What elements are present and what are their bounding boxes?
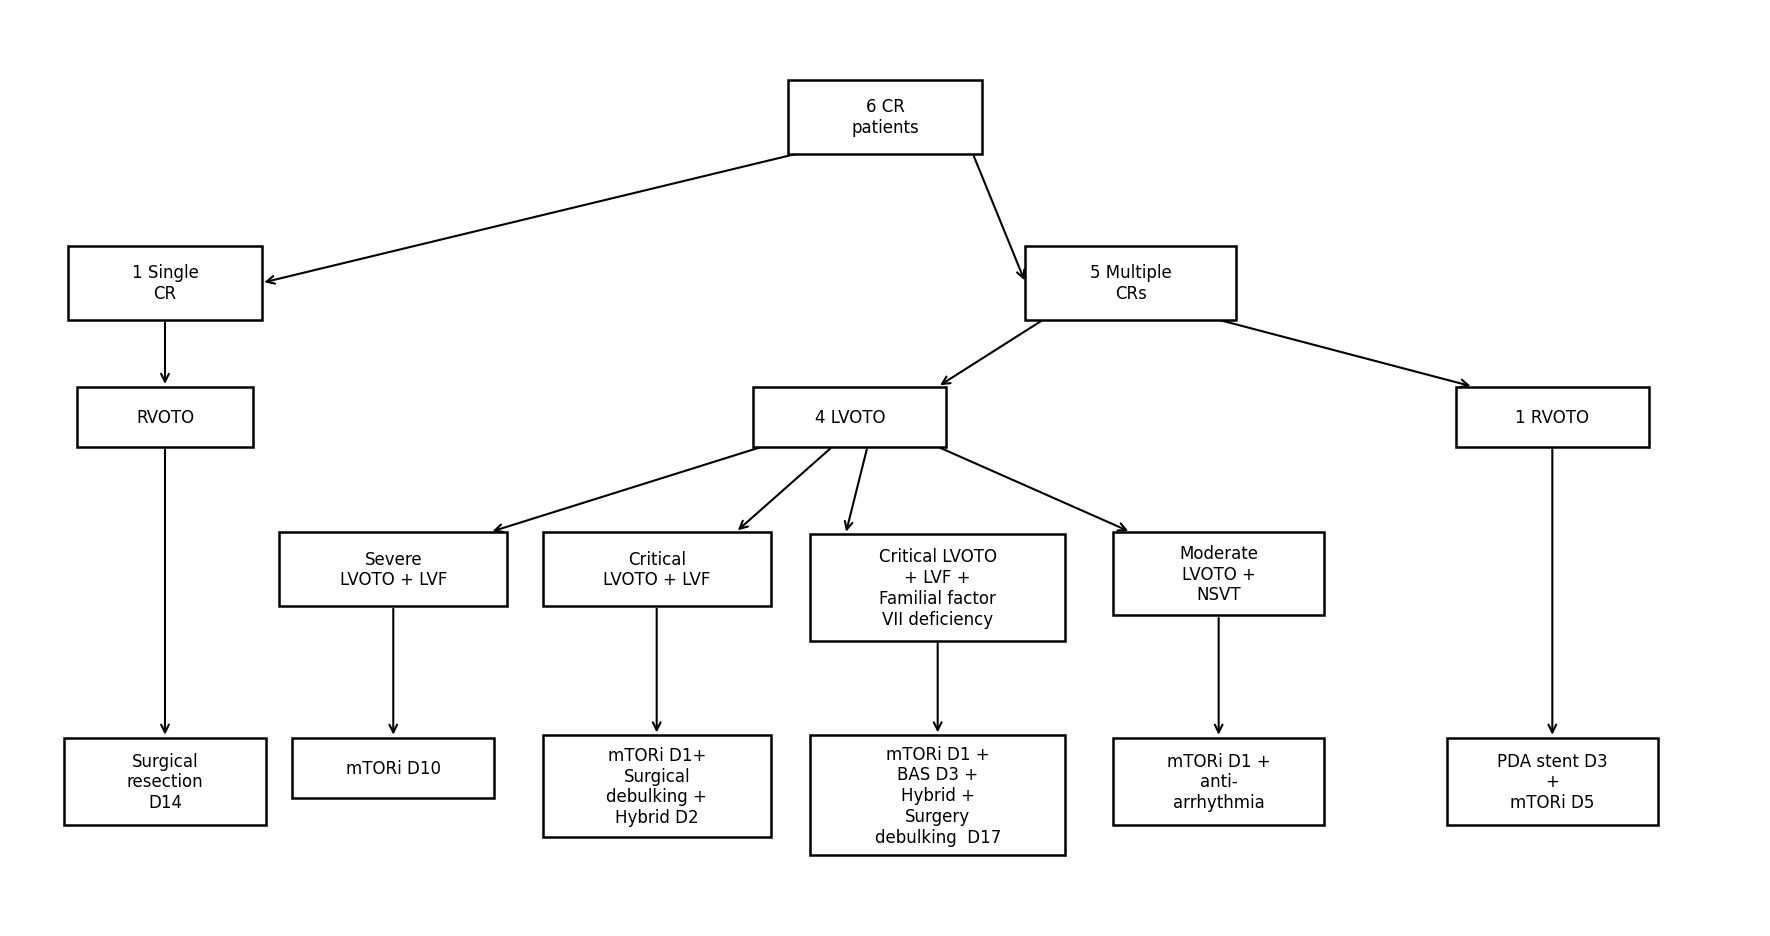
FancyBboxPatch shape <box>788 80 982 154</box>
FancyBboxPatch shape <box>1113 533 1324 616</box>
FancyBboxPatch shape <box>811 736 1066 856</box>
Text: 5 Multiple
CRs: 5 Multiple CRs <box>1090 264 1172 303</box>
Text: RVOTO: RVOTO <box>136 408 195 426</box>
FancyBboxPatch shape <box>1113 738 1324 826</box>
Text: Severe
LVOTO + LVF: Severe LVOTO + LVF <box>340 550 448 589</box>
Text: 1 RVOTO: 1 RVOTO <box>1515 408 1589 426</box>
Text: 1 Single
CR: 1 Single CR <box>131 264 198 303</box>
Text: mTORi D1 +
anti-
arrhythmia: mTORi D1 + anti- arrhythmia <box>1166 752 1271 812</box>
Text: PDA stent D3
+
mTORi D5: PDA stent D3 + mTORi D5 <box>1497 752 1607 812</box>
Text: Critical LVOTO
+ LVF +
Familial factor
VII deficiency: Critical LVOTO + LVF + Familial factor V… <box>878 548 997 628</box>
Text: Moderate
LVOTO +
NSVT: Moderate LVOTO + NSVT <box>1179 544 1258 604</box>
FancyBboxPatch shape <box>543 533 772 607</box>
Text: mTORi D10: mTORi D10 <box>345 759 441 777</box>
Text: 6 CR
patients: 6 CR patients <box>851 98 919 137</box>
FancyBboxPatch shape <box>754 388 947 447</box>
FancyBboxPatch shape <box>1455 388 1650 447</box>
FancyBboxPatch shape <box>811 534 1066 641</box>
FancyBboxPatch shape <box>1025 247 1235 320</box>
FancyBboxPatch shape <box>69 247 262 320</box>
FancyBboxPatch shape <box>280 533 508 607</box>
Text: mTORi D1+
Surgical
debulking +
Hybrid D2: mTORi D1+ Surgical debulking + Hybrid D2 <box>607 746 708 826</box>
FancyBboxPatch shape <box>292 738 494 797</box>
FancyBboxPatch shape <box>64 738 265 826</box>
Text: 4 LVOTO: 4 LVOTO <box>814 408 885 426</box>
Text: mTORi D1 +
BAS D3 +
Hybrid +
Surgery
debulking  D17: mTORi D1 + BAS D3 + Hybrid + Surgery deb… <box>874 745 1000 846</box>
Text: Critical
LVOTO + LVF: Critical LVOTO + LVF <box>604 550 710 589</box>
FancyBboxPatch shape <box>1446 738 1658 826</box>
Text: Surgical
resection
D14: Surgical resection D14 <box>127 752 204 812</box>
FancyBboxPatch shape <box>78 388 253 447</box>
FancyBboxPatch shape <box>543 736 772 837</box>
